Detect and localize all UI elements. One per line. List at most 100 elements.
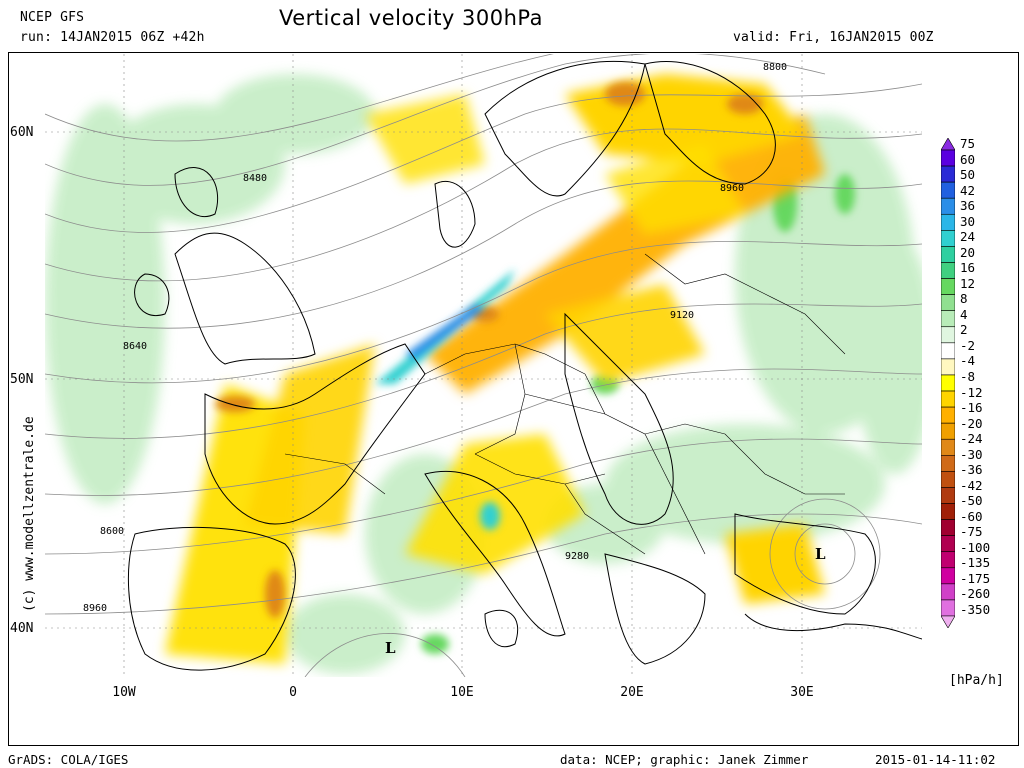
scale-swatch: [941, 294, 955, 311]
scale-label: 60: [960, 151, 976, 167]
scale-label: -175: [960, 570, 991, 586]
scale-swatch: [941, 406, 955, 424]
scale-label: 8: [960, 291, 968, 307]
lat-label-50n: 50N: [10, 372, 34, 387]
footer-timestamp: 2015-01-14-11:02: [875, 752, 996, 767]
height-contours: [45, 54, 922, 677]
scale-swatch: [941, 519, 955, 536]
scale-label: 42: [960, 182, 976, 198]
footer-data-credit: data: NCEP; graphic: Janek Zimmer: [560, 752, 809, 767]
scale-label: 30: [960, 213, 976, 229]
scale-swatch: [941, 471, 955, 488]
plot-frame: [8, 52, 1019, 746]
scale-label: 16: [960, 260, 976, 276]
scale-swatch: [941, 438, 955, 456]
color-scale-bar: [941, 138, 955, 628]
coastlines: [127, 60, 922, 671]
scale-label: 2: [960, 322, 968, 338]
scale-swatch: [941, 310, 955, 328]
descent-strong: [215, 82, 763, 618]
scale-cap-top: [941, 138, 955, 151]
scale-swatch: [941, 197, 955, 215]
scale-swatch: [941, 246, 955, 263]
scale-swatch: [941, 503, 955, 520]
scale-swatch: [941, 262, 955, 279]
scale-swatch: [941, 455, 955, 472]
contour-label-8600: 8600: [100, 526, 124, 537]
scale-label: -4: [960, 353, 976, 369]
scale-label: -42: [960, 477, 983, 493]
scale-label: -60: [960, 508, 983, 524]
scale-label: -30: [960, 446, 983, 462]
scale-label: -100: [960, 539, 991, 555]
scale-swatch: [941, 213, 955, 231]
scale-label: -16: [960, 400, 983, 416]
strong-ascent-band: [375, 269, 515, 530]
scale-label: -2: [960, 337, 976, 353]
scale-swatch: [941, 551, 955, 569]
scale-swatch: [941, 390, 955, 408]
scale-swatch: [941, 181, 955, 199]
scale-swatch: [941, 149, 955, 167]
scale-swatch: [941, 535, 955, 553]
scale-label: -350: [960, 602, 991, 617]
contour-label-8800: 8800: [763, 62, 787, 73]
scale-label: -135: [960, 555, 991, 571]
scale-swatch: [941, 165, 955, 183]
low-pressure-south: L: [385, 639, 396, 657]
scale-swatch: [941, 567, 955, 585]
lon-label-10e: 10E: [450, 685, 474, 700]
lat-lon-grid: [45, 54, 922, 677]
scale-label: -260: [960, 586, 991, 602]
scale-swatch: [941, 230, 955, 247]
scale-cap-bottom: [941, 615, 955, 628]
scale-label: 12: [960, 275, 976, 291]
country-borders: [284, 253, 846, 555]
contour-label-8960-east: 8960: [720, 183, 744, 194]
lat-label-60n: 60N: [10, 125, 34, 140]
scale-swatch: [941, 599, 955, 617]
scale-swatch: [941, 583, 955, 601]
valid-label: valid: Fri, 16JAN2015 00Z: [733, 30, 934, 45]
scale-label: 50: [960, 167, 976, 183]
scale-label: -8: [960, 369, 976, 384]
scale-swatch: [941, 342, 955, 360]
low-pressure-centers: L L: [385, 545, 826, 657]
contour-label-9280: 9280: [565, 551, 589, 562]
legend-unit: [hPa/h]: [949, 673, 1004, 688]
scale-label: -50: [960, 493, 983, 509]
lon-label-10w: 10W: [112, 685, 136, 700]
scale-label: 24: [960, 229, 976, 245]
scale-label: -24: [960, 431, 983, 447]
lat-label-40n: 40N: [10, 621, 34, 636]
scale-label: -20: [960, 415, 983, 431]
contour-label-8640: 8640: [123, 341, 147, 352]
lon-label-0: 0: [289, 685, 297, 700]
map-title: Vertical velocity 300hPa: [279, 6, 544, 30]
scale-swatch: [941, 278, 955, 295]
footer-software: GrADS: COLA/IGES: [8, 752, 129, 767]
scale-swatch: [941, 422, 955, 440]
scale-label: -12: [960, 384, 983, 400]
low-pressure-east: L: [815, 545, 826, 563]
scale-label: -36: [960, 462, 983, 478]
scale-label: 36: [960, 198, 976, 214]
scale-swatch: [941, 487, 955, 504]
scale-swatch: [941, 358, 955, 376]
lon-label-20e: 20E: [620, 685, 644, 700]
scale-swatch: [941, 374, 955, 392]
scale-label: -75: [960, 524, 983, 540]
contour-labels: 8800 8480 8960 9120 8640 8600 9280 8960: [83, 62, 787, 614]
credit-watermark: (c) www.modellzentrale.de: [22, 416, 37, 612]
model-label: NCEP GFS: [20, 10, 85, 25]
contour-label-8480: 8480: [243, 173, 267, 184]
scale-label: 20: [960, 244, 976, 260]
contour-label-8960-west: 8960: [83, 603, 107, 614]
scale-label: 4: [960, 306, 968, 322]
run-label: run: 14JAN2015 06Z +42h: [20, 30, 205, 45]
contour-label-9120: 9120: [670, 310, 694, 321]
weather-map: 8800 8480 8960 9120 8640 8600 9280 8960 …: [45, 54, 922, 677]
scale-label: 75: [960, 136, 976, 151]
scale-swatch: [941, 326, 955, 344]
lon-label-30e: 30E: [790, 685, 814, 700]
